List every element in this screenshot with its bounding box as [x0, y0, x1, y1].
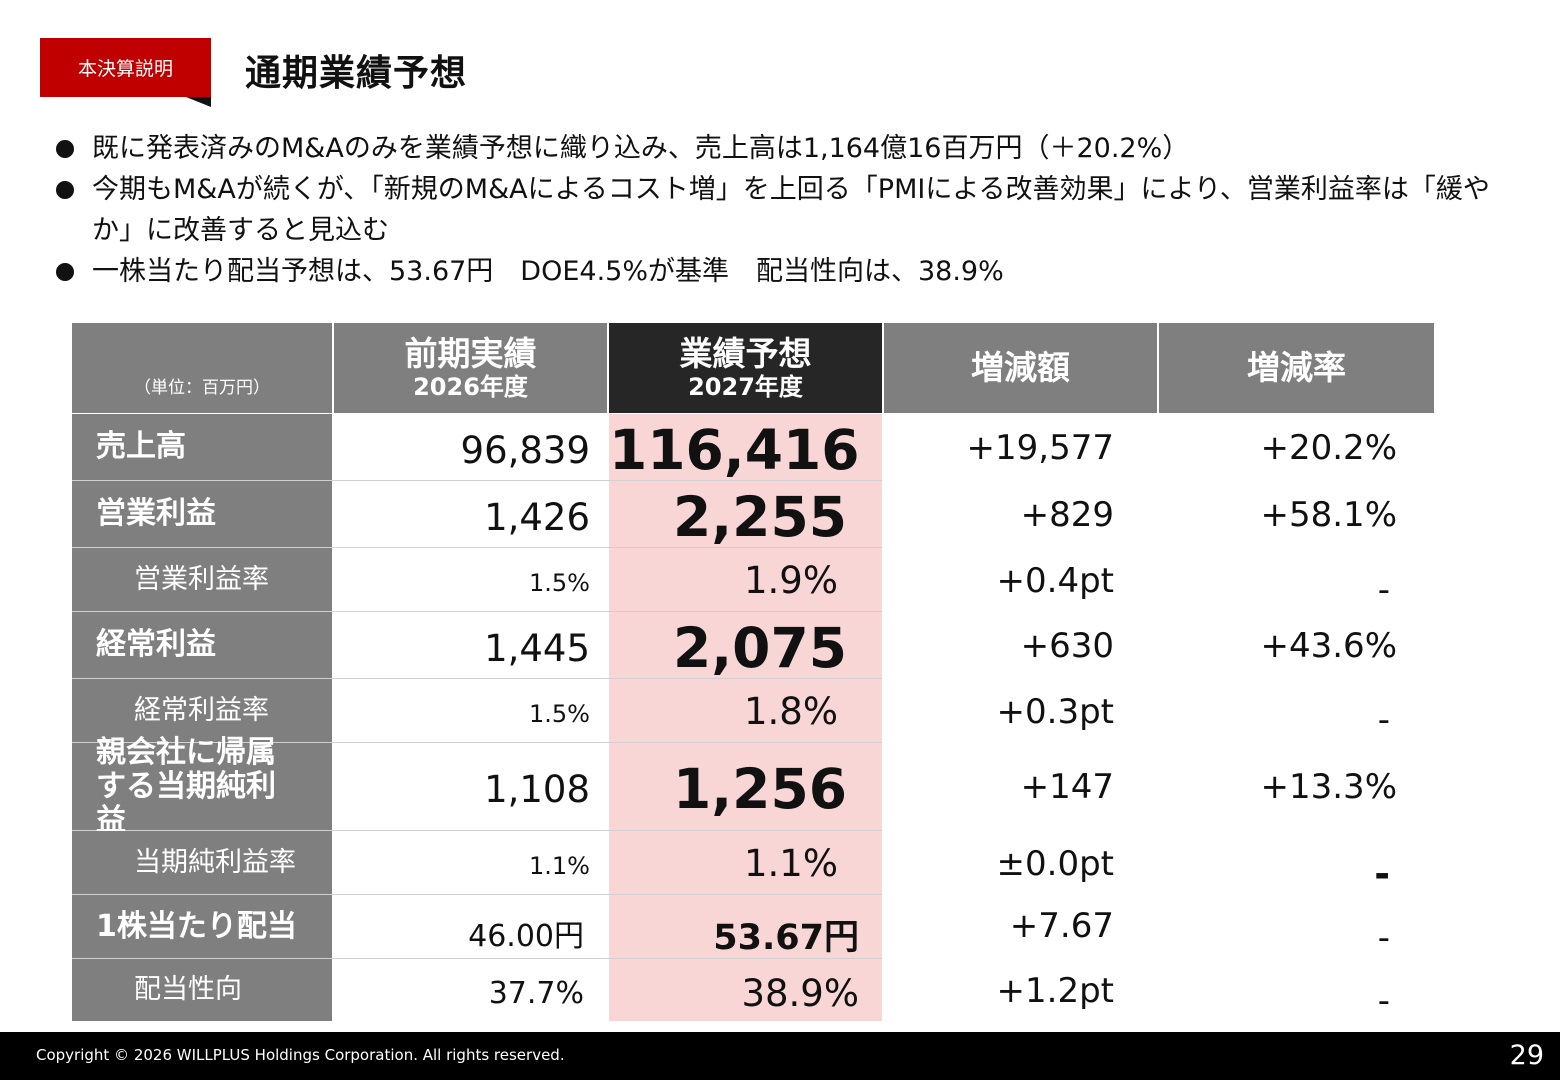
bullet-text: 既に発表済みのM&Aのみを業績予想に織り込み、売上高は1,164億16百万円（＋… — [92, 133, 1190, 164]
row-divider — [72, 742, 882, 743]
forecast-value: 1.8% — [744, 690, 838, 733]
prev-value: 1,426 — [484, 496, 590, 539]
prev-value: 96,839 — [460, 429, 590, 472]
rate-value: +58.1% — [1260, 495, 1398, 535]
row-label-operating-margin: 営業利益率 — [72, 548, 332, 611]
column-subtitle: 2026年度 — [413, 373, 528, 401]
section-tag: 本決算説明 — [40, 38, 211, 97]
prev-value: 1.5% — [529, 700, 590, 728]
prev-value: 46.00円 — [468, 919, 584, 954]
change-value: +7.67 — [1009, 906, 1114, 946]
row-label-net-income: 親会社に帰属する当期純利益 — [72, 735, 332, 837]
change-value: +829 — [1020, 495, 1114, 535]
row-divider — [72, 830, 882, 831]
change-value: +0.3pt — [996, 692, 1114, 732]
row-divider — [72, 611, 882, 612]
forecast-value: 2,255 — [673, 485, 847, 549]
change-value: +630 — [1020, 626, 1114, 666]
section-tag-tail — [186, 97, 211, 107]
bullet-dot-icon — [56, 263, 74, 281]
row-label-payout-ratio: 配当性向 — [72, 959, 332, 1021]
rate-value: +13.3% — [1260, 767, 1398, 807]
row-divider — [72, 894, 882, 895]
prev-value: 1,445 — [484, 627, 590, 670]
copyright-text: Copyright © 2026 WILLPLUS Holdings Corpo… — [36, 1046, 565, 1064]
column-title: 業績予想 — [679, 334, 812, 373]
forecast-value: 116,416 — [609, 418, 860, 482]
column-header-rate: 増減率 — [1159, 323, 1434, 413]
forecast-value: 2,075 — [673, 616, 847, 680]
bullet-item: 一株当たり配当予想は、53.67円 DOE4.5%が基準 配当性向は、38.9% — [52, 251, 1522, 292]
bullet-item: 今期もM&Aが続くが、「新規のM&Aによるコスト増」を上回る「PMIによる改善効… — [52, 169, 1522, 251]
rate-value: - — [1374, 852, 1390, 896]
forecast-value: 38.9% — [741, 972, 859, 1015]
change-value: ±0.0pt — [996, 844, 1114, 884]
rate-value: - — [1377, 981, 1390, 1021]
bullet-dot-icon — [56, 140, 74, 158]
prev-value: 1.5% — [529, 569, 590, 597]
column-header-forecast: 業績予想 2027年度 — [609, 323, 882, 413]
unit-header-cell: （単位：百万円） — [72, 323, 332, 413]
page-title: 通期業績予想 — [245, 53, 468, 94]
rate-value: +20.2% — [1260, 428, 1398, 468]
row-label-dividend: 1株当たり配当 — [72, 895, 332, 958]
row-label-operating-profit: 営業利益 — [72, 481, 332, 547]
row-divider — [72, 480, 882, 481]
column-header-prev: 前期実績 2026年度 — [334, 323, 607, 413]
row-divider — [72, 547, 882, 548]
forecast-value: 53.67円 — [713, 918, 859, 958]
prev-value: 37.7% — [488, 976, 584, 1011]
column-title: 増減額 — [971, 348, 1070, 387]
row-label-ordinary-margin: 経常利益率 — [72, 679, 332, 742]
row-divider — [72, 958, 882, 959]
row-label-sales: 売上高 — [72, 414, 332, 480]
row-label-net-margin: 当期純利益率 — [72, 831, 332, 894]
page-number: 29 — [1509, 1040, 1544, 1071]
change-value: +0.4pt — [996, 561, 1114, 601]
bullet-list: 既に発表済みのM&Aのみを業績予想に織り込み、売上高は1,164億16百万円（＋… — [52, 128, 1522, 292]
forecast-column-highlight — [609, 414, 882, 1021]
rate-value: - — [1377, 570, 1390, 610]
row-label-ordinary-profit: 経常利益 — [72, 612, 332, 678]
change-value: +147 — [1020, 767, 1114, 807]
forecast-value: 1.9% — [744, 559, 838, 602]
bullet-item: 既に発表済みのM&Aのみを業績予想に織り込み、売上高は1,164億16百万円（＋… — [52, 128, 1522, 169]
column-title: 前期実績 — [404, 334, 537, 373]
bullet-dot-icon — [56, 181, 74, 199]
forecast-value: 1,256 — [673, 757, 847, 821]
row-divider — [72, 678, 882, 679]
change-value: +1.2pt — [996, 971, 1114, 1011]
column-title: 増減率 — [1247, 348, 1346, 387]
rate-value: - — [1377, 918, 1390, 958]
footer-bar: Copyright © 2026 WILLPLUS Holdings Corpo… — [0, 1032, 1560, 1080]
unit-label: （単位：百万円） — [134, 377, 270, 398]
prev-value: 1.1% — [529, 852, 590, 880]
forecast-value: 1.1% — [744, 842, 838, 885]
bullet-text: 今期もM&Aが続くが、「新規のM&Aによるコスト増」を上回る「PMIによる改善効… — [92, 174, 1490, 246]
column-header-change: 増減額 — [884, 323, 1157, 413]
prev-value: 1,108 — [484, 768, 590, 811]
rate-value: +43.6% — [1260, 626, 1398, 666]
rate-value: - — [1377, 700, 1390, 740]
column-subtitle: 2027年度 — [688, 373, 803, 401]
change-value: +19,577 — [966, 428, 1114, 468]
bullet-text: 一株当たり配当予想は、53.67円 DOE4.5%が基準 配当性向は、38.9% — [92, 256, 1004, 287]
